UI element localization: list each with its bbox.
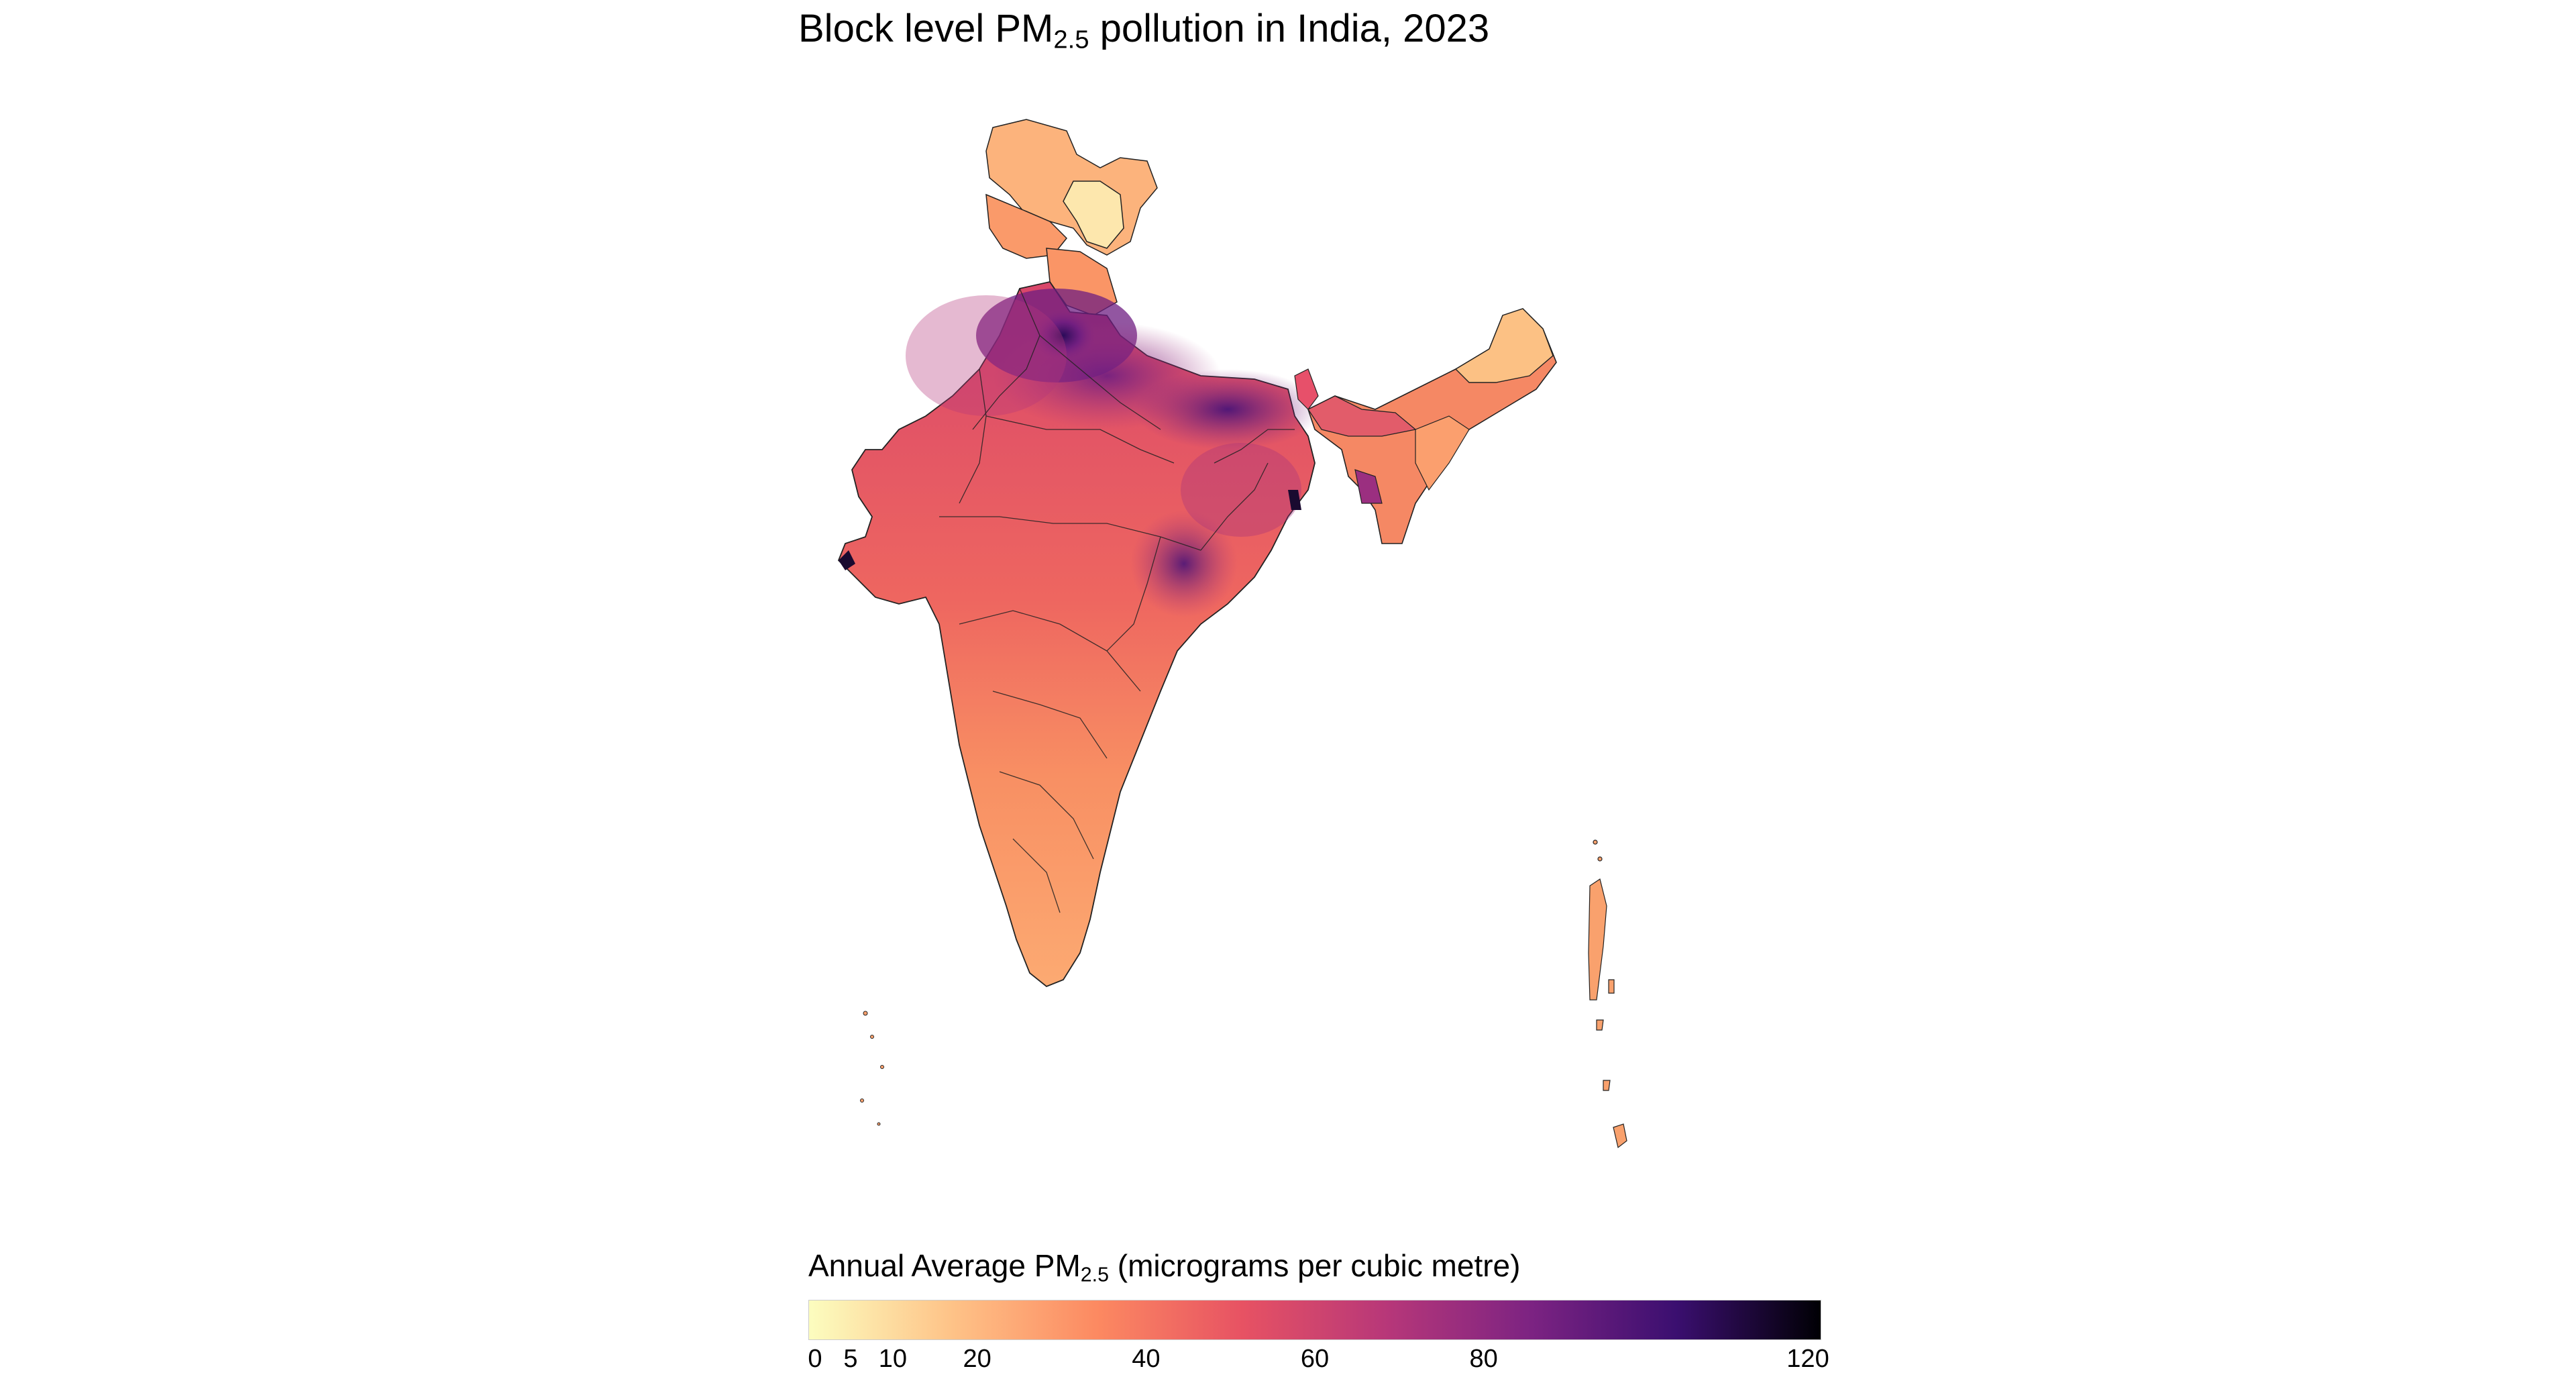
region-ladakh-jk bbox=[985, 119, 1158, 316]
india-choropleth-map bbox=[825, 114, 1791, 1188]
legend-tick-label: 10 bbox=[878, 1345, 907, 1373]
legend-tick-label: 0 bbox=[808, 1345, 822, 1373]
legend-tick-label: 80 bbox=[1469, 1345, 1498, 1373]
region-northeast bbox=[1294, 308, 1557, 544]
region-andaman-nicobar bbox=[1588, 839, 1627, 1149]
legend-tick-label: 120 bbox=[1786, 1345, 1829, 1373]
legend-tick-label: 20 bbox=[963, 1345, 991, 1373]
legend-colorbar bbox=[808, 1300, 1821, 1340]
legend-tick-label: 40 bbox=[1132, 1345, 1161, 1373]
map-title: Block level PM2.5 pollution in India, 20… bbox=[798, 7, 1490, 54]
legend-title: Annual Average PM2.5 (micrograms per cub… bbox=[808, 1248, 1521, 1286]
legend-tick-label: 60 bbox=[1300, 1345, 1330, 1373]
legend-tick-label: 5 bbox=[843, 1345, 858, 1373]
region-lakshadweep bbox=[860, 1011, 884, 1126]
